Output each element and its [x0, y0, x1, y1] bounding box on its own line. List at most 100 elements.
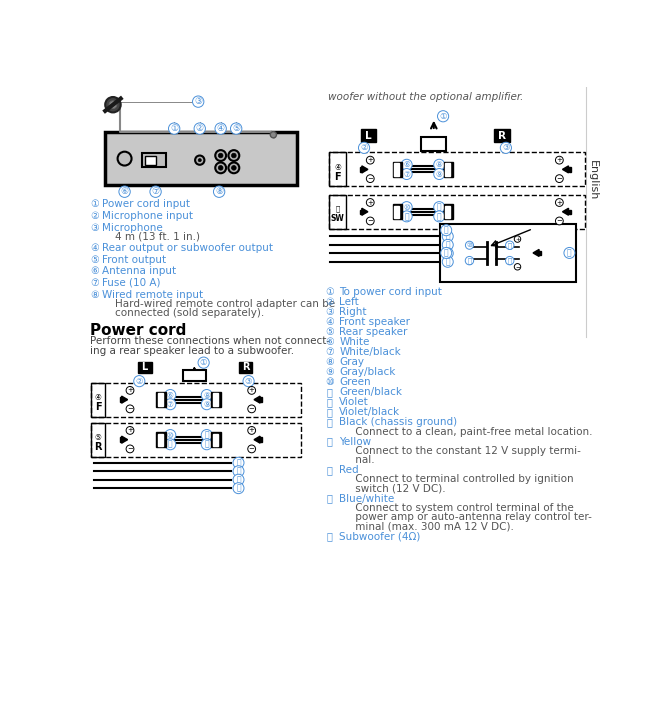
Text: ③: ③: [325, 307, 334, 318]
Text: ⑪: ⑪: [327, 387, 333, 397]
Text: −: −: [367, 175, 373, 182]
Text: F: F: [335, 172, 341, 182]
Text: L: L: [365, 130, 372, 141]
Text: +: +: [515, 236, 520, 241]
Text: ⑧: ⑧: [436, 160, 443, 169]
Text: −: −: [556, 175, 562, 182]
Polygon shape: [120, 437, 122, 442]
Text: ⑭: ⑭: [446, 232, 450, 241]
Text: +: +: [127, 387, 133, 394]
Text: −: −: [127, 406, 133, 412]
Polygon shape: [533, 249, 539, 257]
Text: ①: ①: [440, 112, 447, 121]
Text: ⑭: ⑭: [236, 458, 240, 467]
Text: To power cord input: To power cord input: [339, 287, 442, 297]
Text: Rear speaker: Rear speaker: [339, 327, 407, 337]
Bar: [158, 434, 163, 446]
Text: −: −: [127, 446, 133, 452]
Text: L: L: [142, 362, 148, 372]
Text: ⑩: ⑩: [167, 431, 174, 439]
Text: −: −: [556, 218, 562, 224]
Text: ⑦: ⑦: [325, 347, 334, 357]
Text: Front output: Front output: [102, 255, 166, 265]
Text: Green/black: Green/black: [339, 387, 402, 397]
Text: ⑫: ⑫: [327, 397, 333, 407]
Circle shape: [198, 159, 201, 162]
Polygon shape: [122, 396, 128, 403]
Polygon shape: [260, 437, 262, 442]
Text: Red: Red: [339, 465, 359, 475]
Text: Front speaker: Front speaker: [339, 318, 410, 327]
Text: ⑦: ⑦: [152, 187, 160, 196]
Text: White: White: [339, 337, 369, 347]
Text: ④: ④: [90, 244, 99, 253]
Text: −: −: [248, 406, 255, 412]
Text: ⑰: ⑰: [446, 257, 450, 266]
Text: ④: ④: [325, 318, 334, 327]
Text: ㉑: ㉑: [567, 249, 572, 257]
Bar: [211, 392, 220, 407]
Circle shape: [215, 162, 226, 173]
Text: ⑦: ⑦: [403, 170, 410, 178]
Text: Connect to the constant 12 V supply termi-: Connect to the constant 12 V supply term…: [339, 446, 581, 456]
Text: ⑨: ⑨: [436, 170, 443, 178]
Bar: [444, 204, 453, 220]
Text: ⑧: ⑧: [325, 357, 334, 368]
Bar: [361, 129, 377, 141]
Text: ⑩: ⑩: [325, 377, 334, 387]
Bar: [212, 394, 218, 406]
Bar: [156, 392, 166, 407]
Text: ⑱: ⑱: [335, 205, 340, 212]
Text: ⑩: ⑩: [403, 202, 410, 212]
Text: White/black: White/black: [339, 347, 401, 357]
Bar: [92, 383, 105, 417]
Polygon shape: [260, 397, 262, 402]
Text: ⑯: ⑯: [327, 465, 333, 475]
Text: +: +: [556, 157, 562, 163]
Bar: [92, 423, 105, 457]
Text: ⑬: ⑬: [327, 407, 333, 418]
Text: ①: ①: [200, 358, 207, 367]
Text: ⑥: ⑥: [120, 187, 129, 196]
Text: Microphone: Microphone: [102, 223, 163, 233]
Text: ⑤: ⑤: [90, 255, 99, 265]
Bar: [329, 152, 346, 186]
Bar: [393, 204, 402, 220]
Text: ⑮: ⑮: [327, 436, 333, 447]
Circle shape: [215, 150, 226, 161]
Text: −: −: [515, 265, 520, 269]
Text: Wired remote input: Wired remote input: [102, 289, 203, 299]
Text: ③: ③: [502, 144, 510, 152]
Bar: [138, 362, 152, 373]
Text: ⑥: ⑥: [167, 391, 174, 399]
Bar: [92, 423, 301, 457]
Text: Subwoofer (4Ω): Subwoofer (4Ω): [339, 531, 421, 542]
Text: −: −: [367, 218, 373, 224]
Text: ⑫: ⑫: [437, 202, 442, 212]
Text: woofer without the optional amplifier.: woofer without the optional amplifier.: [327, 91, 523, 102]
Polygon shape: [539, 251, 541, 255]
Text: ③: ③: [245, 377, 253, 386]
Circle shape: [218, 153, 223, 158]
Bar: [444, 162, 453, 177]
Text: ⑬: ⑬: [204, 440, 209, 449]
Text: Violet: Violet: [339, 397, 369, 407]
Bar: [422, 137, 446, 151]
Polygon shape: [362, 166, 368, 173]
Text: minal (max. 300 mA 12 V DC).: minal (max. 300 mA 12 V DC).: [339, 521, 514, 531]
Text: Connect to terminal controlled by ignition: Connect to terminal controlled by igniti…: [339, 474, 574, 484]
Bar: [212, 434, 218, 446]
Text: Right: Right: [339, 307, 367, 318]
Text: Microphone input: Microphone input: [102, 211, 193, 221]
Text: ⑲: ⑲: [444, 225, 448, 235]
Polygon shape: [568, 210, 570, 214]
Text: ⑰: ⑰: [327, 494, 333, 504]
Text: ⑥: ⑥: [403, 160, 410, 169]
Text: ②: ②: [90, 211, 99, 221]
Text: nal.: nal.: [339, 455, 375, 465]
Text: ⑮: ⑮: [236, 467, 240, 476]
Text: Gray: Gray: [339, 357, 364, 368]
Text: ②: ②: [196, 124, 204, 133]
Text: Black (chassis ground): Black (chassis ground): [339, 418, 458, 427]
Bar: [105, 133, 297, 185]
